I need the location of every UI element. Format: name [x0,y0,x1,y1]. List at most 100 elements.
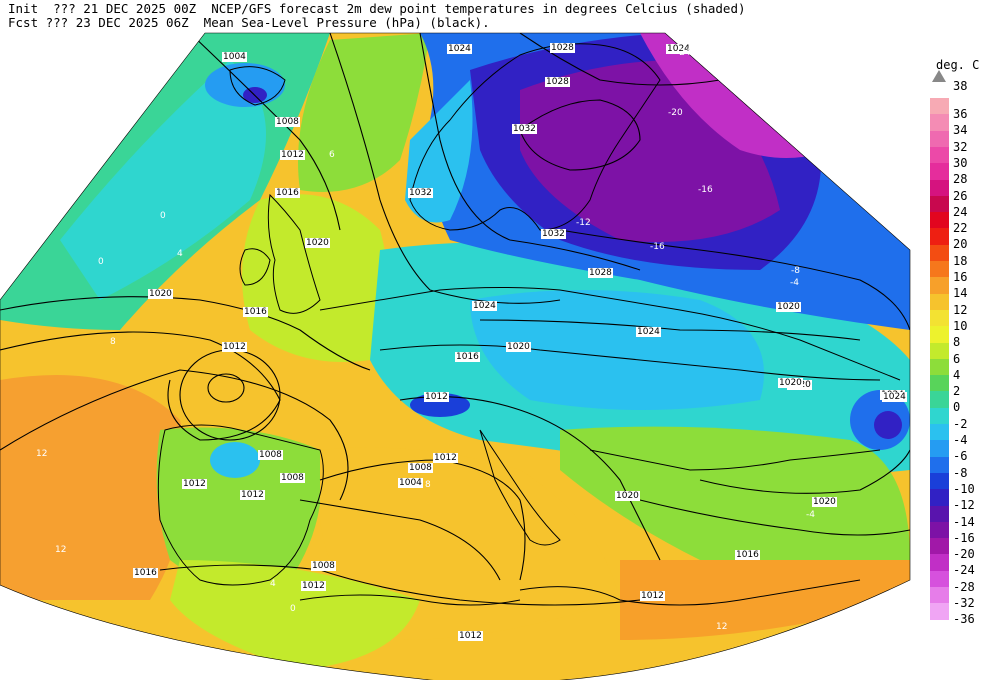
legend-label: 28 [953,172,968,187]
dewpoint-contour-label: 12 [716,622,728,632]
map-boundary [0,32,911,680]
isobar-label: 1008 [258,450,283,460]
legend-label: -8 [953,465,968,480]
legend-swatch [930,179,949,197]
isobar-label: 1020 [776,302,801,312]
legend-swatch [930,277,949,295]
color-legend: deg. C 38 36 34 32 30 28 26 24 22 20 18 16 14 12 10 8 6… [926,54,1000,625]
dewpoint-contour-label: 8 [425,480,431,490]
isobar-label: 1024 [447,44,472,54]
legend-swatch [930,98,949,115]
legend-label: 22 [953,221,968,236]
dewpoint-contour-label: -8 [791,266,800,276]
legend-swatch [930,489,949,507]
isobar-label: 1024 [882,392,907,402]
legend-max-triangle-icon [932,70,946,82]
legend-label: 26 [953,188,968,203]
legend-label: -2 [953,416,968,431]
legend-label: 14 [953,286,968,301]
legend-swatch [930,195,949,213]
dewpoint-contour-label: 6 [329,150,335,160]
legend-label: -16 [953,530,975,545]
legend-swatch [930,456,949,474]
isobar-label: 1016 [275,188,300,198]
legend-label: 6 [953,351,961,366]
legend-label: 20 [953,237,968,252]
isobar-label: 1012 [240,490,265,500]
isobar-label: 1012 [222,342,247,352]
dewpoint-contour-label: 8 [110,337,116,347]
legend-label: 16 [953,270,968,284]
dewpoint-contour-label: 0 [160,211,166,221]
legend-label: 12 [953,302,968,317]
legend-swatch [930,244,949,262]
legend-label: 18 [953,253,968,268]
legend-label: 4 [953,367,961,382]
legend-swatch [930,505,949,523]
header-line-init: Init ??? 21 DEC 2025 00Z NCEP/GFS foreca… [8,1,746,16]
isobar-label: 1008 [280,473,305,483]
isobar-label: 1012 [433,453,458,463]
dewpoint-contour-label: -4 [806,510,815,520]
legend-swatch [930,391,949,409]
isobar-label: 1004 [222,52,247,62]
isobar-label: 1008 [408,463,433,473]
legend-label: 34 [953,123,968,138]
isobar-label: 1012 [640,591,665,601]
legend-swatch [930,358,949,376]
legend-swatch [930,293,949,311]
legend-label: -28 [953,579,975,594]
legend-swatch [930,440,949,458]
dewpoint-contour-label: -20 [668,108,683,118]
isobar-label: 1032 [512,124,537,134]
isobar-label: 1012 [458,631,483,641]
isobar-label: 1012 [280,150,305,160]
legend-label: -24 [953,563,975,578]
legend-label: 30 [953,155,968,170]
legend-label: 10 [953,318,968,333]
legend-swatch [930,342,949,360]
legend-swatch [930,424,949,441]
isobar-label: 1020 [506,342,531,352]
isobar-label: 1024 [666,44,691,54]
legend-swatch [930,309,949,327]
isobar-label: 1020 [812,497,837,507]
legend-swatch [930,212,949,230]
isobar-label: 1012 [424,392,449,402]
legend-label: 36 [953,107,968,121]
legend-swatch [930,326,949,344]
isobar-label: 1012 [301,581,326,591]
dewpoint-contour-label: -16 [650,242,665,252]
legend-swatch [930,603,949,621]
legend-swatch [930,228,949,246]
isobar-label: 1020 [615,491,640,501]
dewpoint-contour-label: 0 [290,604,296,614]
legend-label: -10 [953,481,975,496]
isobar-label: 1020 [148,289,173,299]
legend-swatch [930,130,949,148]
legend-label: -14 [953,514,975,529]
legend-max-label: 38 [953,79,968,93]
isobar-label: 1032 [408,188,433,198]
isobar-label: 1028 [588,268,613,278]
legend-swatch [930,375,949,393]
legend-label: -20 [953,547,975,562]
isobar-label: 1016 [735,550,760,560]
isobar-label: 1028 [550,43,575,53]
legend-swatch [930,146,949,164]
header-line-forecast: Fcst ??? 23 DEC 2025 06Z Mean Sea-Level … [8,15,490,30]
dewpoint-contour-label: -24 [676,48,691,58]
isobar-label: 1020 [305,238,330,248]
isobar-label: 1032 [541,229,566,239]
legend-swatch [930,114,949,132]
isobar-label: 1016 [455,352,480,362]
isobar-label: 1024 [636,327,661,337]
legend-label: 0 [953,400,961,415]
dewpoint-contour-label: 0 [98,257,104,267]
dewpoint-contour-label: 4 [177,249,183,259]
isobar-label: 1016 [133,568,158,578]
legend-label: -32 [953,596,975,610]
legend-swatch [930,587,949,604]
isobar-label: 1016 [243,307,268,317]
